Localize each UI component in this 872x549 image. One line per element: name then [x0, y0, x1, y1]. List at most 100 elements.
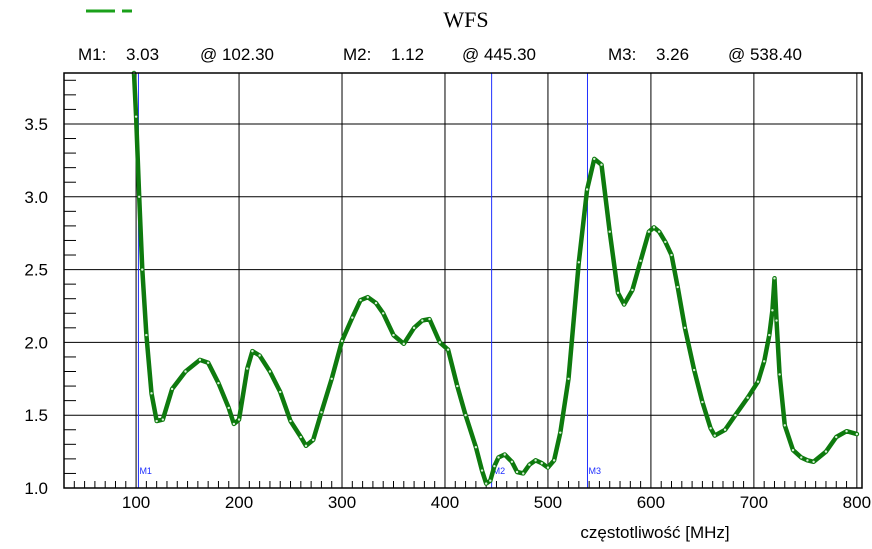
data-point — [771, 309, 774, 312]
data-point — [855, 432, 859, 436]
x-tick-label-800: 800 — [843, 493, 871, 512]
grid — [64, 73, 862, 488]
data-point — [484, 482, 488, 485]
data-point — [812, 460, 815, 463]
data-point — [723, 428, 727, 431]
marker-label-m3: M3 — [588, 466, 601, 476]
data-point — [134, 115, 138, 118]
data-point — [540, 462, 543, 465]
data-point — [155, 419, 158, 423]
data-point — [600, 163, 603, 166]
data-point — [762, 360, 766, 363]
data-point — [480, 469, 484, 472]
data-point — [534, 459, 537, 462]
data-point — [141, 268, 144, 271]
x-tick-label-600: 600 — [637, 493, 665, 512]
data-point — [251, 349, 254, 353]
data-point — [232, 422, 236, 426]
m1-readout-name: M1: — [78, 45, 106, 64]
data-point — [421, 319, 424, 322]
data-point — [670, 253, 673, 257]
marker-lines: M1 M2 M3 — [137, 73, 601, 488]
data-point — [683, 326, 687, 330]
plot-series — [131, 70, 860, 486]
marker-label-m1: M1 — [139, 466, 152, 476]
data-point — [268, 370, 272, 373]
data-point — [289, 419, 292, 423]
data-point — [474, 446, 478, 449]
data-point — [585, 188, 589, 191]
data-point — [835, 435, 838, 439]
data-point — [676, 285, 679, 289]
data-point — [768, 333, 771, 337]
data-point — [279, 390, 282, 394]
data-point — [246, 367, 249, 370]
data-point — [438, 341, 442, 344]
data-point — [746, 396, 749, 399]
data-point — [330, 377, 333, 380]
data-point — [217, 381, 220, 385]
data-point — [845, 430, 848, 433]
data-point — [608, 230, 611, 233]
data-point — [701, 400, 704, 404]
data-point — [170, 387, 174, 391]
data-point — [351, 316, 354, 319]
data-point — [503, 453, 506, 456]
data-point — [593, 157, 596, 161]
data-point — [258, 354, 261, 357]
data-point — [161, 418, 165, 421]
data-point — [198, 358, 202, 362]
chart-title: WFS — [443, 7, 488, 32]
plot-frame — [63, 72, 863, 489]
data-point — [137, 195, 141, 198]
data-point — [456, 384, 459, 388]
data-point — [402, 342, 405, 346]
data-point — [446, 348, 450, 351]
data-point — [713, 434, 716, 437]
marker-readouts: M1: 3.03 @ 102.30 M2: 1.12 @ 445.30 M3: … — [78, 45, 802, 64]
y-tick-labels: 1.0 1.5 2.0 2.5 3.0 3.5 — [24, 115, 48, 498]
y-tick-label-2.0: 2.0 — [24, 333, 48, 352]
x-tick-label-200: 200 — [225, 493, 253, 512]
data-point — [546, 466, 550, 469]
data-point — [647, 230, 651, 233]
data-point — [497, 456, 500, 459]
y-tick-label-1.5: 1.5 — [24, 406, 48, 425]
data-point — [412, 326, 416, 330]
data-point — [567, 377, 570, 380]
marker-label-m2: M2 — [493, 466, 506, 476]
data-point — [559, 431, 562, 434]
m3-readout-name: M3: — [608, 45, 636, 64]
data-point — [150, 392, 153, 395]
m1-readout-at: @ 102.30 — [200, 45, 274, 64]
x-tick-label-700: 700 — [740, 493, 768, 512]
data-point — [756, 380, 760, 383]
data-point — [206, 361, 210, 364]
data-point — [392, 333, 395, 337]
data-point — [522, 472, 525, 475]
data-point — [616, 291, 620, 295]
m2-readout-name: M2: — [343, 45, 371, 64]
data-point — [510, 460, 514, 463]
data-point — [382, 312, 385, 315]
data-point — [734, 413, 737, 417]
data-point — [652, 226, 656, 229]
data-point — [577, 261, 581, 264]
data-point — [320, 411, 323, 414]
data-point — [657, 230, 661, 233]
data-point — [800, 456, 803, 459]
data-point — [237, 418, 241, 421]
y-tick-label-1.0: 1.0 — [24, 479, 48, 498]
data-point — [773, 277, 776, 280]
x-tick-label-300: 300 — [328, 493, 356, 512]
data-point — [664, 240, 667, 244]
x-tick-labels: 100 200 300 400 500 600 700 800 — [122, 493, 871, 512]
data-point — [493, 464, 496, 468]
m3-readout-at: @ 538.40 — [728, 45, 802, 64]
m3-readout-value: 3.26 — [656, 45, 689, 64]
x-tick-label-500: 500 — [534, 493, 562, 512]
data-point — [227, 406, 230, 410]
data-point — [304, 444, 308, 447]
data-point — [775, 319, 778, 322]
